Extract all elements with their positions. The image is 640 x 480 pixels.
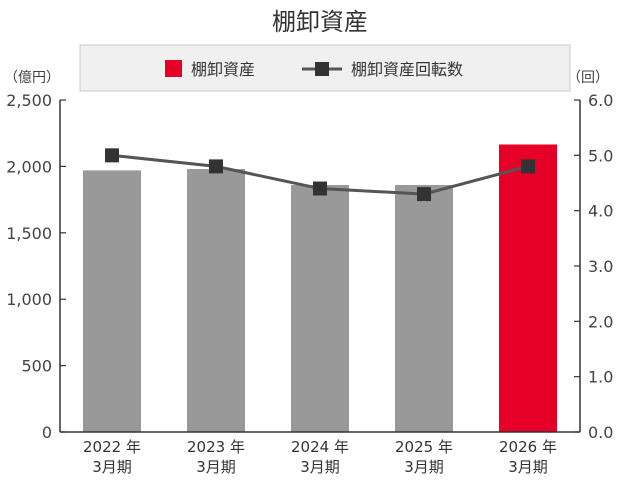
y-right-tick-label: 1.0 <box>588 368 613 387</box>
y-left-tick-label: 0 <box>42 423 52 442</box>
y-left-tick-label: 2,500 <box>6 91 52 110</box>
y-right-tick-label: 5.0 <box>588 146 613 165</box>
y-left-tick-label: 1,000 <box>6 290 52 309</box>
bar <box>187 169 245 432</box>
bar <box>499 144 557 432</box>
y-left-tick-label: 2,000 <box>6 157 52 176</box>
x-category-year: 2025 年 <box>395 438 453 456</box>
x-category-year: 2026 年 <box>499 438 557 456</box>
turnover-marker <box>105 148 119 163</box>
legend-bar-label: 棚卸資産 <box>191 60 255 79</box>
y-right-tick-label: 3.0 <box>588 257 613 276</box>
chart-title: 棚卸資産 <box>272 8 368 36</box>
turnover-marker <box>521 159 535 174</box>
x-category-period: 3月期 <box>92 458 132 476</box>
legend-line-label: 棚卸資産回転数 <box>351 60 463 79</box>
x-category-year: 2023 年 <box>187 438 245 456</box>
x-category-period: 3月期 <box>196 458 236 476</box>
x-category-period: 3月期 <box>300 458 340 476</box>
y-left-tick-label: 500 <box>21 357 52 376</box>
y-left-tick-label: 1,500 <box>6 224 52 243</box>
x-category-year: 2022 年 <box>83 438 141 456</box>
legend-line-marker <box>315 62 329 76</box>
x-category-period: 3月期 <box>508 458 548 476</box>
x-category-period: 3月期 <box>404 458 444 476</box>
bar-series <box>83 144 557 432</box>
x-category-year: 2024 年 <box>291 438 349 456</box>
legend-bar-swatch <box>165 60 182 77</box>
bar <box>83 170 141 432</box>
y-left-ticks: 0 500 1,000 1,500 2,000 2,500 <box>6 91 66 442</box>
y-right-tick-label: 2.0 <box>588 312 613 331</box>
y-right-ticks: 0.0 1.0 2.0 3.0 4.0 5.0 6.0 <box>574 91 613 442</box>
y-right-unit: （回） <box>567 70 609 86</box>
turnover-marker <box>209 159 223 174</box>
turnover-marker <box>313 181 327 196</box>
y-left-unit: （億円） <box>4 70 60 86</box>
legend: 棚卸資産 棚卸資産回転数 <box>79 44 571 92</box>
y-right-tick-label: 6.0 <box>588 91 613 110</box>
x-categories: 2022 年 3月期 2023 年 3月期 2024 年 3月期 2025 年 3月期 2026… <box>83 438 557 476</box>
y-right-tick-label: 0.0 <box>588 423 613 442</box>
bar <box>395 184 453 432</box>
y-right-tick-label: 4.0 <box>588 202 613 221</box>
line-series <box>105 148 535 202</box>
turnover-marker <box>417 187 431 202</box>
bar <box>291 184 349 432</box>
